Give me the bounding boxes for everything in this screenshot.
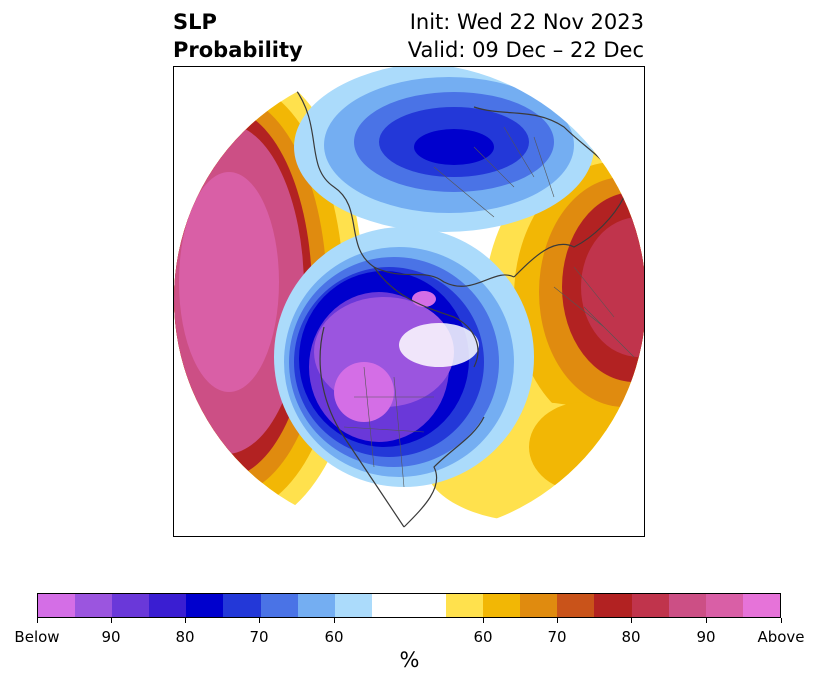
colorbar-above-4 [594, 594, 632, 617]
colorbar-tick-label: 70 [547, 628, 567, 646]
colorbar-neutral [371, 594, 447, 617]
colorbar-above-1 [483, 594, 521, 617]
colorbar-tick-mark [557, 618, 558, 623]
arctic-low-region [294, 67, 594, 232]
colorbar-tick-label: 60 [473, 628, 493, 646]
colorbar-tick-mark [334, 618, 335, 623]
colorbar-below-2 [112, 594, 150, 617]
probability-map [173, 66, 645, 537]
colorbar-below-3 [149, 594, 187, 617]
colorbar-below-1 [75, 594, 113, 617]
colorbar-unit-label: % [399, 648, 420, 672]
colorbar-tick-label: Below [14, 628, 60, 646]
colorbar-tick-mark [706, 618, 707, 623]
political-boundaries [343, 126, 635, 488]
colorbar-below-5 [223, 594, 261, 617]
valid-range: Valid: 09 Dec – 22 Dec [407, 38, 644, 62]
colorbar-below-0 [38, 594, 76, 617]
colorbar-above-3 [557, 594, 595, 617]
title-line-1: SLP [173, 10, 217, 34]
colorbar-below-7 [297, 594, 335, 617]
colorbar-tick-label: Above [757, 628, 805, 646]
colorbar-above-0 [446, 594, 484, 617]
init-date: Init: Wed 22 Nov 2023 [409, 10, 644, 34]
title-line-2: Probability [173, 38, 303, 62]
colorbar-tick-mark [259, 618, 260, 623]
chart-title: SLP Probability [173, 8, 303, 64]
colorbar-below-8 [334, 594, 372, 617]
colorbar-tick-label: 80 [621, 628, 641, 646]
colorbar-below-6 [260, 594, 298, 617]
colorbar-tick-mark [111, 618, 112, 623]
north-america-low-region [274, 227, 534, 487]
colorbar-above-6 [668, 594, 706, 617]
colorbar-tick-label: 60 [324, 628, 344, 646]
colorbar-below-4 [186, 594, 224, 617]
colorbar-tick-label: 90 [696, 628, 716, 646]
colorbar-tick-mark [185, 618, 186, 623]
colorbar-tick-mark [631, 618, 632, 623]
colorbar-tick-mark [37, 618, 38, 623]
colorbar-tick-label: 70 [249, 628, 269, 646]
coastlines [293, 86, 625, 528]
colorbar-tick-mark [483, 618, 484, 623]
colorbar-above-2 [520, 594, 558, 617]
colorbar-above-7 [705, 594, 743, 617]
colorbar-tick-label: 80 [175, 628, 195, 646]
colorbar-above-8 [742, 594, 780, 617]
polar-map-svg [174, 67, 644, 535]
colorbar-tick-mark [781, 618, 782, 623]
date-info: Init: Wed 22 Nov 2023 Valid: 09 Dec – 22… [408, 8, 644, 64]
europe-high-region [484, 147, 644, 467]
colorbar [37, 593, 781, 618]
colorbar-above-5 [631, 594, 669, 617]
colorbar-tick-label: 90 [101, 628, 121, 646]
